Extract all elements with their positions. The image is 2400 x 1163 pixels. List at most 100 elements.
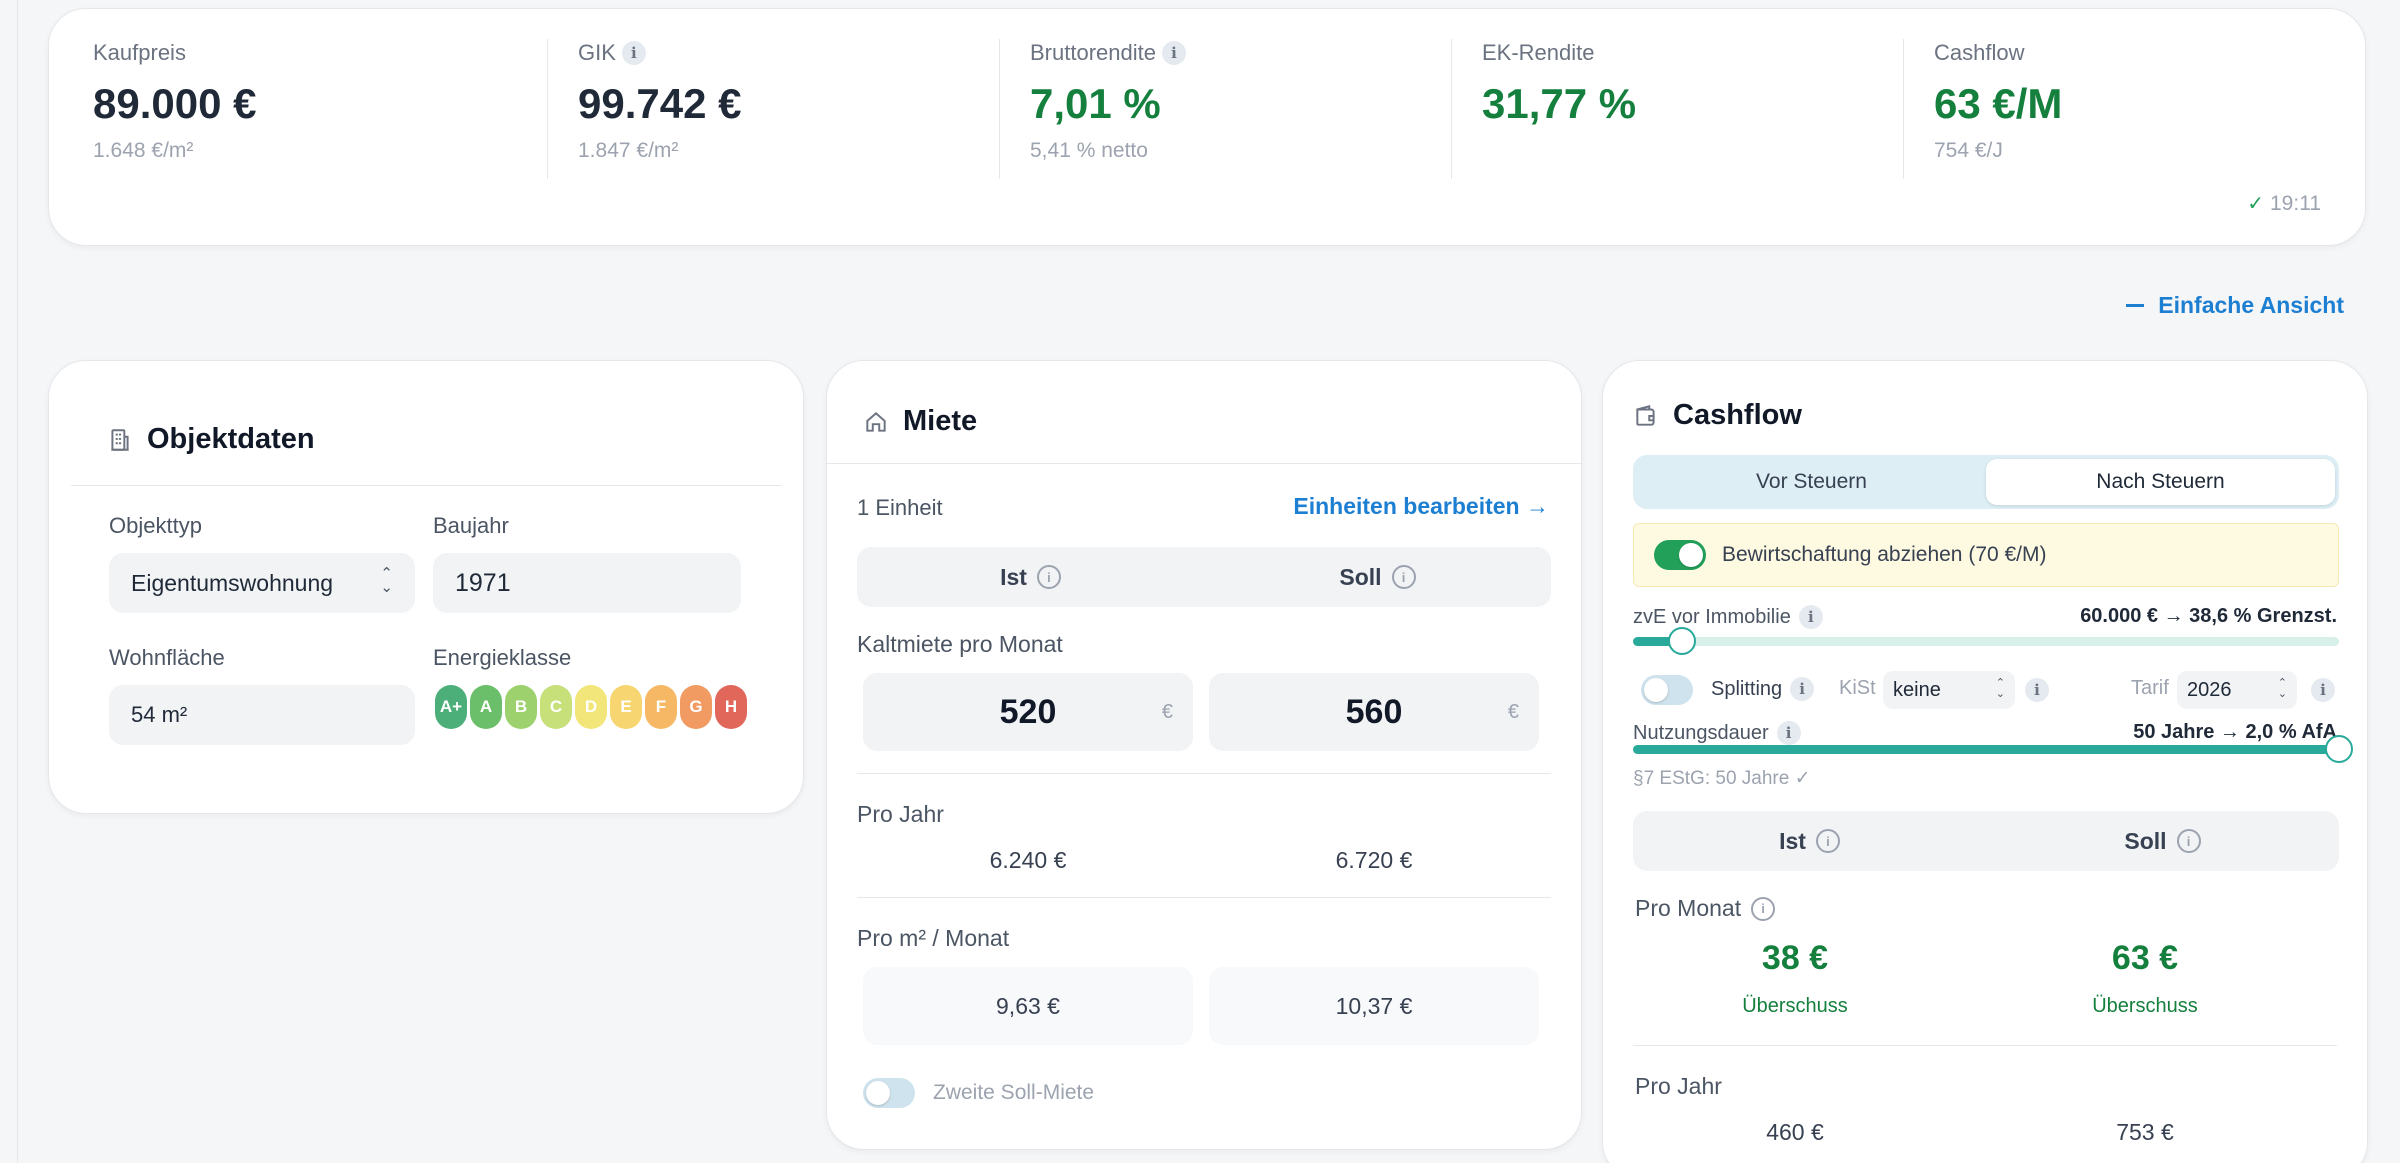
tab-nach-steuern[interactable]: Nach Steuern	[1986, 459, 2335, 505]
energieklasse-pill[interactable]: A+	[435, 685, 467, 729]
info-icon[interactable]: i	[2025, 678, 2049, 702]
splitting-toggle[interactable]	[1641, 675, 1693, 705]
tax-mode-tabs: Vor Steuern Nach Steuern	[1633, 455, 2339, 509]
card-header: Objektdaten	[107, 423, 315, 456]
toggle-knob	[866, 1081, 890, 1105]
soll-label: Soll	[1339, 563, 1382, 590]
pro-jahr-soll: 6.720 €	[1335, 847, 1413, 873]
energieklasse-pill[interactable]: E	[610, 685, 642, 729]
info-icon[interactable]: i	[1798, 605, 1823, 629]
minus-icon	[2126, 304, 2145, 307]
energieklasse-pill[interactable]: B	[505, 685, 537, 729]
simple-view-label: Einfache Ansicht	[2158, 292, 2344, 318]
pro-jahr-label: Pro Jahr	[1635, 1073, 1722, 1099]
ist-header: Ist i	[1633, 811, 1986, 871]
info-icon[interactable]: i	[1751, 896, 1776, 921]
kist-value: keine	[1893, 678, 1941, 701]
zweite-soll-miete-label: Zweite Soll-Miete	[933, 1081, 1095, 1104]
bewirtschaftung-toggle[interactable]	[1654, 540, 1706, 570]
energieklasse-scale: A+ A B C D E F G H	[435, 685, 747, 729]
kpi-kaufpreis: Kaufpreis 89.000 € 1.648 €/m²	[93, 39, 533, 179]
pro-monat-label: Pro Monat	[1635, 895, 1742, 921]
energieklasse-pill[interactable]: G	[680, 685, 712, 729]
zve-slider-thumb[interactable]	[1668, 627, 1697, 655]
nutzungsdauer-label: Nutzungsdauer	[1633, 721, 1769, 744]
objekttyp-select[interactable]: Eigentumswohnung ⌃ ⌄	[109, 553, 415, 613]
zweite-soll-miete-toggle[interactable]	[863, 1078, 915, 1108]
zve-slider-track[interactable]	[1633, 637, 2339, 646]
home-icon	[866, 411, 886, 432]
tab-vor-steuern[interactable]: Vor Steuern	[1756, 470, 1867, 493]
kpi-summary-bar: Kaufpreis 89.000 € 1.648 €/m² GIK i 99.74…	[48, 8, 2366, 246]
energieklasse-pill[interactable]: C	[540, 685, 572, 729]
card-title: Cashflow	[1673, 399, 1802, 431]
kpi-gik: GIK i 99.742 € 1.847 €/m²	[547, 39, 999, 179]
toggle-knob	[1679, 543, 1703, 567]
kpi-value: 7,01 %	[1030, 80, 1161, 127]
kaltmiete-ist-input[interactable]: 520 €	[863, 673, 1193, 751]
ist-label: Ist	[1779, 827, 1806, 854]
bewirtschaftung-label: Bewirtschaftung abziehen (70 €/M)	[1722, 543, 2047, 566]
objekttyp-label: Objekttyp	[109, 513, 202, 538]
info-icon[interactable]: i	[2311, 678, 2335, 702]
kpi-value: 63 €/M	[1934, 80, 2063, 127]
wohnflaeche-value: 54 m²	[131, 702, 188, 727]
cashflow-card: Cashflow Vor Steuern Nach Steuern Bewirt…	[1602, 360, 2368, 1163]
updown-chevron-icon: ⌃ ⌄	[1995, 677, 2005, 700]
info-icon[interactable]: i	[1790, 677, 1815, 701]
splitting-label: Splitting	[1711, 677, 1783, 700]
wallet-icon	[1636, 404, 1655, 426]
info-icon[interactable]: i	[621, 41, 646, 65]
kpi-value: 99.742 €	[578, 80, 742, 127]
divider	[857, 897, 1551, 898]
baujahr-input[interactable]: 1971	[433, 553, 741, 613]
pro-monat-label-row: Pro Monat i	[1635, 895, 1776, 922]
pro-monat-soll: 63 €	[2111, 939, 2179, 977]
divider	[1633, 1045, 2337, 1046]
energieklasse-pill[interactable]: D	[575, 685, 607, 729]
ist-soll-header: Ist i Soll i	[1633, 811, 2339, 871]
ist-label: Ist	[1000, 563, 1027, 590]
soll-label: Soll	[2124, 827, 2167, 854]
tarif-value: 2026	[2187, 678, 2232, 701]
pro-monat-ist: 38 €	[1761, 939, 1829, 977]
simple-view-toggle[interactable]: Einfache Ansicht	[2126, 292, 2344, 319]
energieklasse-pill[interactable]: A	[470, 685, 502, 729]
energieklasse-label: Energieklasse	[433, 645, 572, 670]
kpi-label: GIK	[578, 40, 616, 65]
info-icon[interactable]: i	[1161, 41, 1186, 65]
energieklasse-pill[interactable]: H	[715, 685, 747, 729]
saved-time: 19:11	[2270, 191, 2321, 215]
ueberschuss-soll: Überschuss	[2092, 995, 2198, 1017]
info-icon[interactable]: i	[1391, 565, 1416, 589]
info-icon[interactable]: i	[1036, 565, 1061, 589]
tarif-select[interactable]: 2026 ⌃ ⌄	[2177, 671, 2297, 709]
kist-select[interactable]: keine ⌃ ⌄	[1883, 671, 2015, 709]
card-header: Cashflow	[1633, 399, 1802, 432]
kaltmiete-soll-input[interactable]: 560 €	[1209, 673, 1539, 751]
info-icon[interactable]: i	[1776, 721, 1801, 745]
zve-label: zvE vor Immobilie	[1633, 605, 1791, 628]
info-icon[interactable]: i	[1815, 829, 1840, 853]
energieklasse-pill[interactable]: F	[645, 685, 677, 729]
divider	[71, 485, 781, 486]
info-icon[interactable]: i	[2176, 829, 2201, 853]
toggle-knob	[1644, 678, 1668, 702]
kpi-sub: 754 €/J	[1934, 139, 2003, 162]
nutzungsdauer-label-row: Nutzungsdauer i	[1633, 721, 1801, 745]
nutzungsdauer-slider-thumb[interactable]	[2325, 735, 2353, 763]
updown-chevron-icon: ⌃ ⌄	[380, 565, 393, 596]
kpi-value: 89.000 €	[93, 80, 257, 127]
pro-qm-ist: 9,63 €	[863, 967, 1193, 1045]
pro-jahr-ist: 6.240 €	[989, 847, 1067, 873]
updown-chevron-icon: ⌃ ⌄	[2277, 677, 2287, 700]
building-icon	[111, 428, 129, 451]
wohnflaeche-input[interactable]: 54 m²	[109, 685, 415, 745]
pro-jahr-label: Pro Jahr	[857, 801, 944, 827]
kpi-bruttorendite: Bruttorendite i 7,01 % 5,41 % netto	[999, 39, 1451, 179]
pro-jahr-soll: 753 €	[2116, 1119, 2174, 1145]
einheiten-bearbeiten-link[interactable]: Einheiten bearbeiten →	[1293, 493, 1549, 519]
kpi-sub: 1.648 €/m²	[93, 139, 194, 162]
tarif-label: Tarif	[2131, 677, 2169, 699]
baujahr-label: Baujahr	[433, 513, 509, 538]
